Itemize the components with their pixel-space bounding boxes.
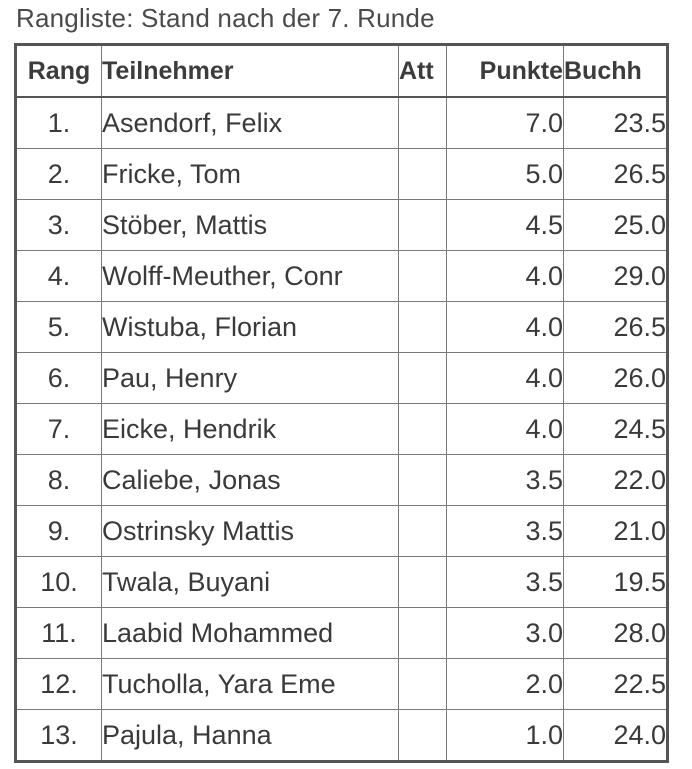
column-header-rang: Rang: [15, 44, 102, 98]
cell-teilnehmer: Wistuba, Florian: [101, 301, 399, 353]
cell-att: [398, 505, 447, 557]
cell-att: [398, 352, 447, 404]
cell-teilnehmer: Stöber, Mattis: [101, 199, 399, 251]
cell-rang: 4.: [15, 250, 102, 302]
column-header-buchh: Buchh: [563, 44, 668, 98]
cell-buchh: 21.0: [563, 505, 668, 557]
cell-buchh: 28.0: [563, 607, 668, 659]
cell-rang: 1.: [15, 96, 102, 149]
cell-punkte: 4.0: [446, 352, 564, 404]
cell-att: [398, 709, 447, 762]
page-title: Rangliste: Stand nach der 7. Runde: [16, 3, 435, 33]
cell-teilnehmer: Laabid Mohammed: [101, 607, 399, 659]
cell-att: [398, 96, 447, 149]
cell-rang: 10.: [15, 556, 102, 608]
cell-teilnehmer: Pau, Henry: [101, 352, 399, 404]
cell-punkte: 3.5: [446, 556, 564, 608]
cell-teilnehmer: Pajula, Hanna: [101, 709, 399, 762]
cell-att: [398, 148, 447, 200]
column-header-att: Att: [398, 44, 447, 98]
cell-punkte: 5.0: [446, 148, 564, 200]
cell-teilnehmer: Caliebe, Jonas: [101, 454, 399, 506]
cell-buchh: 22.0: [563, 454, 668, 506]
table-row: 3. Stöber, Mattis 4.5 25.0: [15, 199, 668, 251]
cell-rang: 12.: [15, 658, 102, 710]
cell-punkte: 7.0: [446, 96, 564, 149]
cell-rang: 3.: [15, 199, 102, 251]
cell-buchh: 19.5: [563, 556, 668, 608]
table-row: 6. Pau, Henry 4.0 26.0: [15, 352, 668, 404]
cell-teilnehmer: Wolff-Meuther, Conr: [101, 250, 399, 302]
cell-att: [398, 658, 447, 710]
table-row: 7. Eicke, Hendrik 4.0 24.5: [15, 403, 668, 455]
cell-rang: 6.: [15, 352, 102, 404]
cell-punkte: 3.5: [446, 454, 564, 506]
cell-teilnehmer: Tucholla, Yara Eme: [101, 658, 399, 710]
cell-att: [398, 454, 447, 506]
cell-rang: 5.: [15, 301, 102, 353]
cell-rang: 9.: [15, 505, 102, 557]
cell-teilnehmer: Fricke, Tom: [101, 148, 399, 200]
cell-punkte: 4.0: [446, 250, 564, 302]
standings-table: Rang Teilnehmer Att Punkte Buchh 1. Asend…: [14, 43, 669, 763]
table-row: 2. Fricke, Tom 5.0 26.5: [15, 148, 668, 200]
cell-buchh: 24.5: [563, 403, 668, 455]
cell-teilnehmer: Asendorf, Felix: [101, 96, 399, 149]
cell-rang: 11.: [15, 607, 102, 659]
table-row: 9. Ostrinsky Mattis 3.5 21.0: [15, 505, 668, 557]
cell-buchh: 26.0: [563, 352, 668, 404]
cell-punkte: 3.5: [446, 505, 564, 557]
cell-att: [398, 301, 447, 353]
cell-buchh: 29.0: [563, 250, 668, 302]
cell-teilnehmer: Twala, Buyani: [101, 556, 399, 608]
cell-buchh: 23.5: [563, 96, 668, 149]
cell-teilnehmer: Eicke, Hendrik: [101, 403, 399, 455]
cell-att: [398, 556, 447, 608]
table-row: 11. Laabid Mohammed 3.0 28.0: [15, 607, 668, 659]
cell-rang: 13.: [15, 709, 102, 762]
table-row: 12. Tucholla, Yara Eme 2.0 22.5: [15, 658, 668, 710]
cell-buchh: 26.5: [563, 148, 668, 200]
cell-punkte: 3.0: [446, 607, 564, 659]
cell-punkte: 4.5: [446, 199, 564, 251]
cell-punkte: 2.0: [446, 658, 564, 710]
table-row: 13. Pajula, Hanna 1.0 24.0: [15, 709, 668, 762]
cell-rang: 7.: [15, 403, 102, 455]
table-row: 5. Wistuba, Florian 4.0 26.5: [15, 301, 668, 353]
cell-att: [398, 403, 447, 455]
table-row: 10. Twala, Buyani 3.5 19.5: [15, 556, 668, 608]
table-body: 1. Asendorf, Felix 7.0 23.5 2. Fricke, Tom 5.0…: [15, 96, 668, 762]
cell-att: [398, 250, 447, 302]
cell-punkte: 4.0: [446, 301, 564, 353]
table-header-row: Rang Teilnehmer Att Punkte Buchh: [15, 44, 668, 98]
cell-att: [398, 199, 447, 251]
cell-att: [398, 607, 447, 659]
column-header-teilnehmer: Teilnehmer: [101, 44, 399, 98]
table-row: 1. Asendorf, Felix 7.0 23.5: [15, 96, 668, 149]
cell-rang: 2.: [15, 148, 102, 200]
cell-rang: 8.: [15, 454, 102, 506]
cell-teilnehmer: Ostrinsky Mattis: [101, 505, 399, 557]
table-row: 8. Caliebe, Jonas 3.5 22.0: [15, 454, 668, 506]
cell-buchh: 25.0: [563, 199, 668, 251]
table-row: 4. Wolff-Meuther, Conr 4.0 29.0: [15, 250, 668, 302]
cell-punkte: 1.0: [446, 709, 564, 762]
column-header-punkte: Punkte: [446, 44, 564, 98]
cell-punkte: 4.0: [446, 403, 564, 455]
cell-buchh: 22.5: [563, 658, 668, 710]
cell-buchh: 26.5: [563, 301, 668, 353]
cell-buchh: 24.0: [563, 709, 668, 762]
